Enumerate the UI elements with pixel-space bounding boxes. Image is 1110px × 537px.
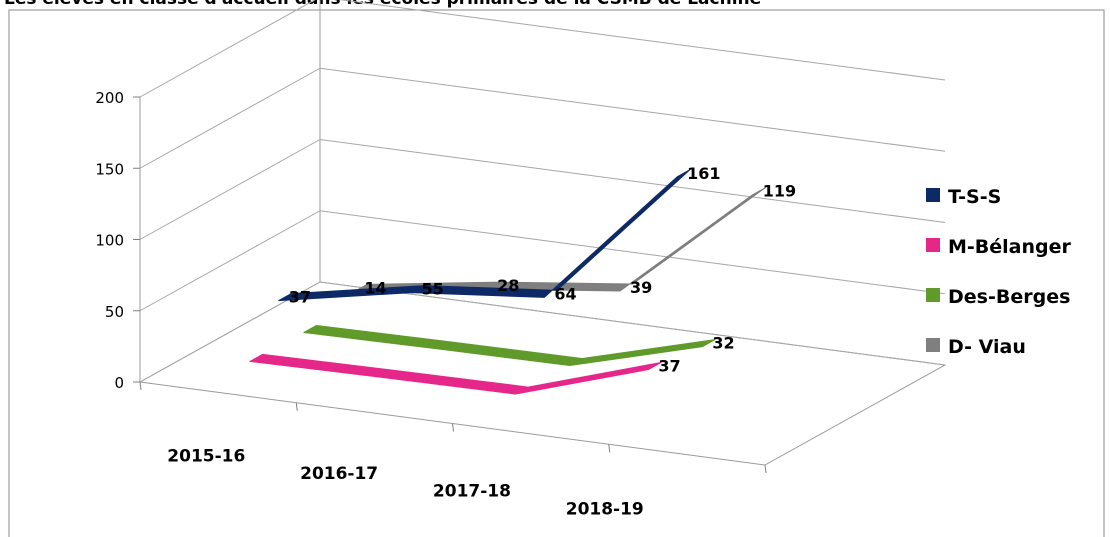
category-label: 2018-19 xyxy=(566,499,644,519)
x-tick-mark xyxy=(139,381,142,391)
y-tick-label: 50 xyxy=(105,303,124,321)
data-label: 39 xyxy=(630,278,652,297)
data-label: 37 xyxy=(658,357,680,376)
gridline xyxy=(139,0,946,98)
legend-swatch xyxy=(926,188,940,202)
data-label: 14 xyxy=(364,278,386,297)
legend-label: T-S-S xyxy=(948,186,1001,208)
legend-label: D- Viau xyxy=(948,336,1026,358)
y-axis-ticks: 0 50 100 150 200 xyxy=(95,89,140,392)
y-tick-label: 100 xyxy=(95,232,124,250)
x-tick-mark xyxy=(295,402,298,411)
x-tick-mark xyxy=(452,423,454,432)
series-ribbon-des-berges xyxy=(303,324,716,366)
legend-swatch xyxy=(926,288,940,302)
floor-plane xyxy=(138,281,947,466)
legend-label: Des-Berges xyxy=(948,286,1070,308)
data-label: 161 xyxy=(687,164,720,183)
gridline xyxy=(139,67,946,169)
data-label: 64 xyxy=(554,284,576,303)
series-ribbon-d-viau xyxy=(353,187,766,292)
x-tick-mark xyxy=(608,444,611,453)
data-label: 37 xyxy=(289,288,311,307)
x-tick-mark xyxy=(764,464,767,474)
category-label: 2015-16 xyxy=(167,446,245,466)
gridline xyxy=(139,138,946,240)
chart-border xyxy=(8,9,1105,537)
grid-lines xyxy=(139,0,946,383)
data-label: 32 xyxy=(712,334,734,353)
series-ribbon-m-b-langer xyxy=(249,353,662,395)
gridline xyxy=(139,210,946,312)
category-label: 2017-18 xyxy=(433,482,511,502)
y-tick-label: 150 xyxy=(95,160,124,178)
x-axis-categories: 2015-16 2016-17 2017-18 2018-19 xyxy=(139,381,767,519)
y-tick-label: 200 xyxy=(95,89,124,107)
series-ribbon-t-s-s xyxy=(278,169,691,302)
chart-title: Les élèves en classe d'accueil dans les … xyxy=(4,0,761,9)
gridline xyxy=(139,281,946,383)
legend-label: M-Bélanger xyxy=(948,236,1072,258)
chart-walls xyxy=(138,0,947,466)
legend-swatch xyxy=(926,238,940,252)
y-tick-label: 0 xyxy=(114,374,124,392)
data-labels: 37 55 64 161 37 32 14 28 39 119 xyxy=(289,164,796,376)
data-label: 119 xyxy=(763,182,796,201)
series-group xyxy=(249,169,766,395)
data-label: 55 xyxy=(422,280,444,299)
category-label: 2016-17 xyxy=(300,464,378,484)
data-label: 28 xyxy=(497,276,519,295)
legend-swatch xyxy=(926,338,940,352)
legend: T-S-S M-Bélanger Des-Berges D- Viau xyxy=(926,186,1072,358)
